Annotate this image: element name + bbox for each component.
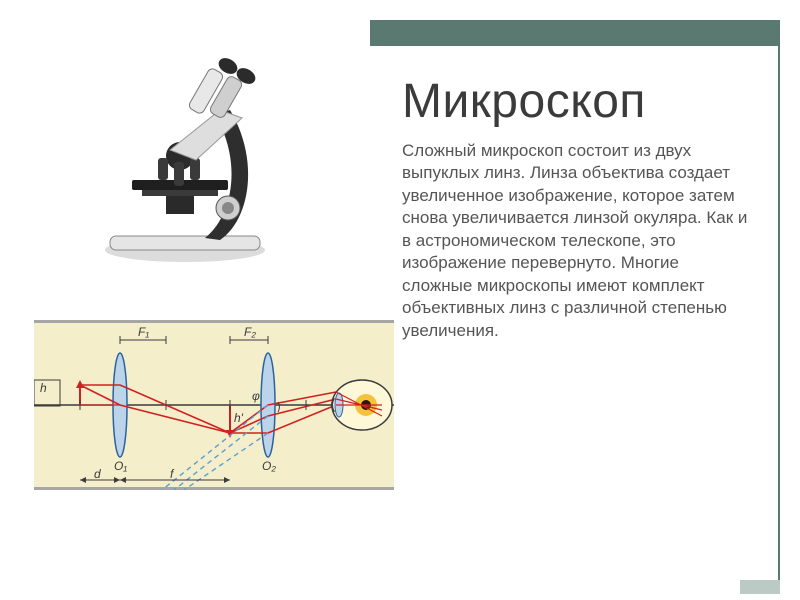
slide-title: Микроскоп — [402, 74, 646, 129]
label-F2: F₂ — [244, 325, 256, 339]
label-h1: h' — [234, 411, 244, 425]
label-h: h — [40, 381, 47, 395]
slide-body-text: Сложный микроскоп состоит из двух выпукл… — [402, 140, 752, 342]
optics-diagram: F₁ F₂ h h' φ — [34, 320, 394, 490]
right-rule — [778, 20, 780, 580]
page-marker — [740, 580, 780, 594]
label-O2: O₂ — [262, 459, 276, 473]
label-phi: φ — [252, 389, 260, 403]
label-F1: F₁ — [138, 325, 149, 339]
header-accent-bar — [370, 20, 778, 46]
label-d: d — [94, 467, 101, 481]
label-O1: O₁ — [114, 459, 127, 473]
microscope-image — [70, 40, 300, 270]
